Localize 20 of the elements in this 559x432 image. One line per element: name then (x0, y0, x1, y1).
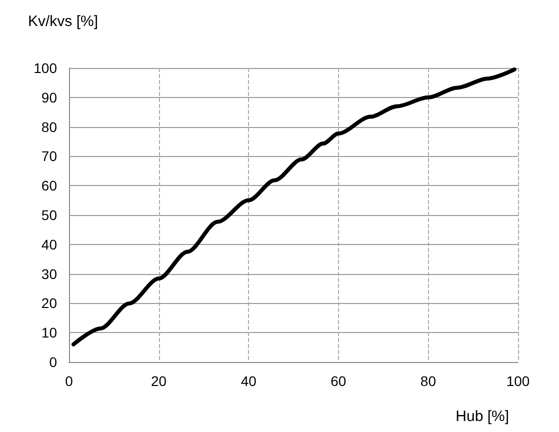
y-tick-label: 30 (41, 266, 58, 282)
y-tick-label: 70 (41, 148, 58, 164)
x-tick-label: 40 (240, 373, 257, 389)
x-axis-title: Hub [%] (456, 408, 509, 425)
x-tick-label: 100 (506, 373, 530, 389)
y-tick-label: 100 (34, 60, 58, 76)
x-tick-label: 80 (420, 373, 436, 389)
y-axis-title: Kv/kvs [%] (28, 13, 98, 30)
x-tick-label: 20 (151, 373, 167, 389)
y-tick-label: 20 (41, 295, 58, 312)
line-series (71, 67, 516, 346)
y-tick-label: 10 (41, 324, 58, 341)
y-tick-label: 60 (41, 178, 58, 194)
x-tick-label: 0 (65, 373, 74, 389)
y-tick-label: 90 (41, 89, 58, 106)
y-tick-label: 40 (41, 236, 58, 252)
y-tick-label: 50 (41, 207, 58, 223)
y-tick-label: 80 (41, 118, 58, 135)
y-tick-label: 0 (49, 354, 58, 370)
x-tick-label: 60 (330, 373, 346, 389)
